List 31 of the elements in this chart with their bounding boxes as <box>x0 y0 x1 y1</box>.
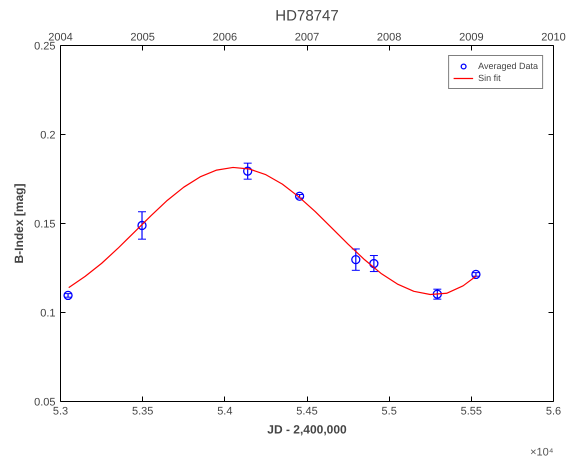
y-tick-label: 0.25 <box>34 40 56 52</box>
chart-title: HD78747 <box>275 8 339 24</box>
y-tick-label: 0.2 <box>40 130 56 142</box>
x-tick-label: 5.55 <box>460 406 482 418</box>
x-tick-label: 5.45 <box>296 406 318 418</box>
x2-tick-label: 2010 <box>541 32 566 44</box>
x-tick-label: 5.35 <box>132 406 154 418</box>
point <box>369 258 379 268</box>
point <box>294 192 304 201</box>
point <box>63 290 73 300</box>
text: ×10⁴ <box>530 446 554 458</box>
point <box>471 270 481 280</box>
legend-label: Sin fit <box>478 72 501 84</box>
line-series <box>68 166 477 296</box>
y-tick-label: 0.1 <box>40 308 56 320</box>
x-tick-label: 5.3 <box>52 406 68 418</box>
point <box>137 220 147 230</box>
y-axis-title: B-Index [mag] <box>12 183 26 264</box>
x2-tick-label: 2008 <box>376 32 402 44</box>
x-tick-label: 5.4 <box>217 406 232 418</box>
x-tick-label: 5.5 <box>382 406 397 418</box>
x2-tick-label: 2005 <box>130 32 155 44</box>
point <box>243 166 252 176</box>
x-tick-label: 5.6 <box>546 406 562 418</box>
point <box>351 254 360 264</box>
x2-tick-label: 2006 <box>212 32 238 44</box>
legend-label: Averaged Data <box>478 60 538 72</box>
x2-tick-label: 2007 <box>294 32 320 44</box>
y-tick-label: 0.15 <box>34 218 56 230</box>
x-axis-title: JD - 2,400,000 <box>267 422 348 436</box>
x2-tick-label: 2009 <box>459 32 484 44</box>
